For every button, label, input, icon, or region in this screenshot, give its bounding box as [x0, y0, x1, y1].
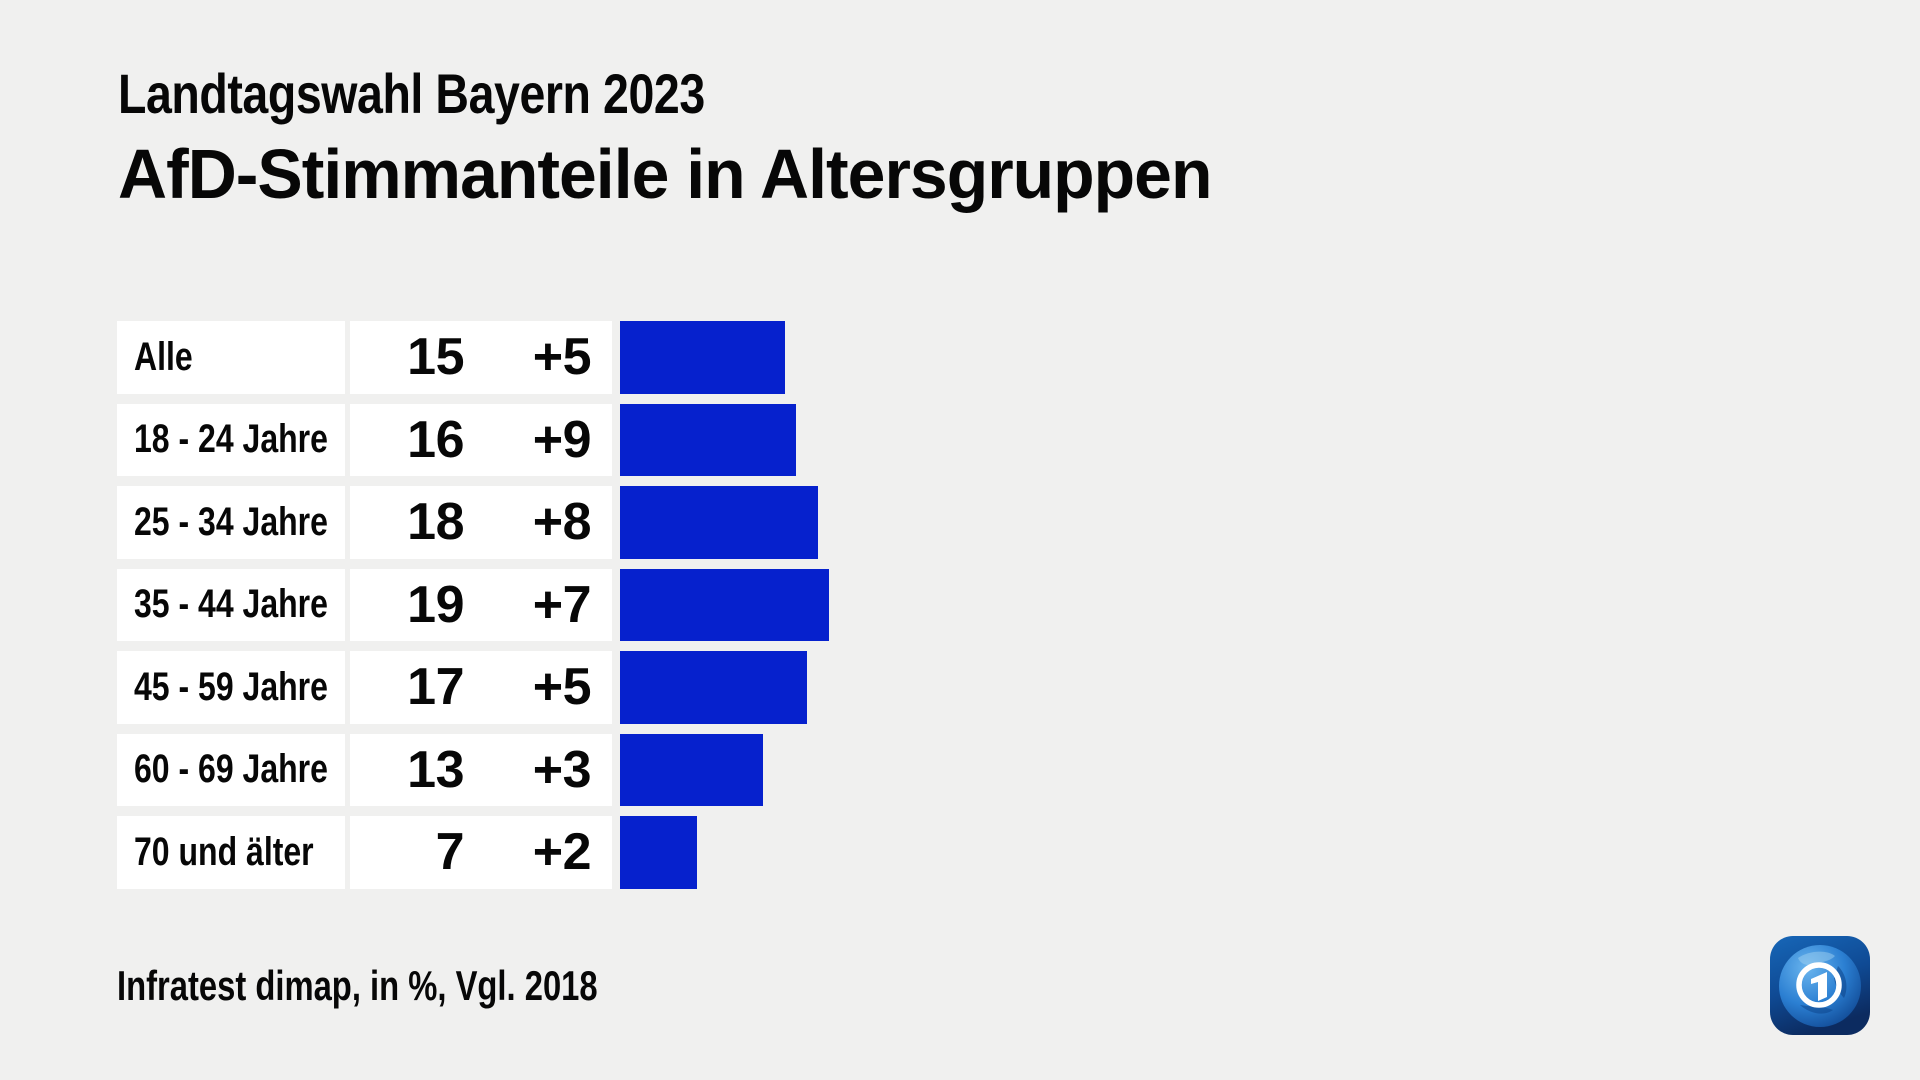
age-group-label-cell: Alle — [117, 321, 345, 394]
value-cell — [350, 486, 612, 559]
value-bar — [620, 486, 818, 559]
chart-row: 35 - 44 Jahre 19 +7 — [0, 568, 1920, 641]
value-change: +2 — [532, 823, 592, 882]
value-change: +7 — [532, 575, 592, 634]
chart-row: 45 - 59 Jahre 17 +5 — [0, 651, 1920, 724]
age-group-label: 45 - 59 Jahre — [134, 664, 328, 709]
age-group-label-cell: 35 - 44 Jahre — [117, 568, 345, 641]
value-change: +3 — [532, 740, 592, 799]
value-cell — [350, 733, 612, 806]
age-group-label-cell: 18 - 24 Jahre — [117, 403, 345, 476]
value-cell — [350, 321, 612, 394]
value-cell — [350, 651, 612, 724]
source-note: Infratest dimap, in %, Vgl. 2018 — [117, 965, 733, 1007]
value-change: +5 — [532, 328, 592, 387]
value-percent: 16 — [407, 410, 464, 469]
value-bar — [620, 568, 829, 641]
value-percent: 15 — [407, 328, 464, 387]
value-cell — [350, 568, 612, 641]
ard-logo-graphic — [1770, 936, 1870, 1035]
chart-row: Alle 15 +5 — [0, 321, 1920, 394]
value-cell — [350, 403, 612, 476]
ard-logo — [1770, 936, 1870, 1035]
value-percent: 19 — [407, 575, 464, 634]
chart-row: 18 - 24 Jahre 16 +9 — [0, 403, 1920, 476]
globe-continent-shape — [1798, 951, 1835, 967]
page-title-text: AfD-Stimmanteile in Altersgruppen — [118, 135, 1212, 213]
age-group-label: 25 - 34 Jahre — [134, 499, 328, 544]
value-bar — [620, 733, 763, 806]
value-cell — [350, 816, 612, 889]
chart-row: 60 - 69 Jahre 13 +3 — [0, 733, 1920, 806]
age-group-label-cell: 60 - 69 Jahre — [117, 733, 345, 806]
chart-kicker-text: Landtagswahl Bayern 2023 — [118, 62, 705, 125]
age-group-label-cell: 70 und älter — [117, 816, 345, 889]
value-percent: 7 — [435, 823, 465, 882]
age-group-label-cell: 45 - 59 Jahre — [117, 651, 345, 724]
age-group-label: 60 - 69 Jahre — [134, 747, 328, 792]
value-percent: 17 — [407, 658, 464, 717]
value-bar — [620, 816, 697, 889]
chart-row: 25 - 34 Jahre 18 +8 — [0, 486, 1920, 559]
chart-row: 70 und älter 7 +2 — [0, 816, 1920, 889]
age-group-label-cell: 25 - 34 Jahre — [117, 486, 345, 559]
age-group-label: 70 und älter — [134, 829, 314, 874]
ard-one-glyph — [1811, 972, 1827, 1001]
age-group-label: 35 - 44 Jahre — [134, 582, 328, 627]
globe-continent-shape — [1800, 1005, 1833, 1014]
value-percent: 18 — [407, 493, 464, 552]
value-bar — [620, 651, 807, 724]
value-percent: 13 — [407, 740, 464, 799]
value-bar — [620, 321, 785, 394]
page-title: AfD-Stimmanteile in Altersgruppen — [118, 139, 1245, 209]
source-note-text: Infratest dimap, in %, Vgl. 2018 — [117, 962, 598, 1009]
chart-rows: Alle 15 +5 18 - 24 Jahre 16 +9 25 - 34 Jahre 18… — [0, 321, 1920, 899]
chart-kicker: Landtagswahl Bayern 2023 — [118, 66, 825, 122]
age-group-label: Alle — [134, 334, 193, 379]
value-change: +5 — [532, 658, 592, 717]
value-bar — [620, 403, 796, 476]
logo-ring — [1796, 962, 1842, 1008]
value-change: +9 — [532, 410, 592, 469]
age-group-label: 18 - 24 Jahre — [134, 417, 328, 462]
value-change: +8 — [532, 493, 592, 552]
